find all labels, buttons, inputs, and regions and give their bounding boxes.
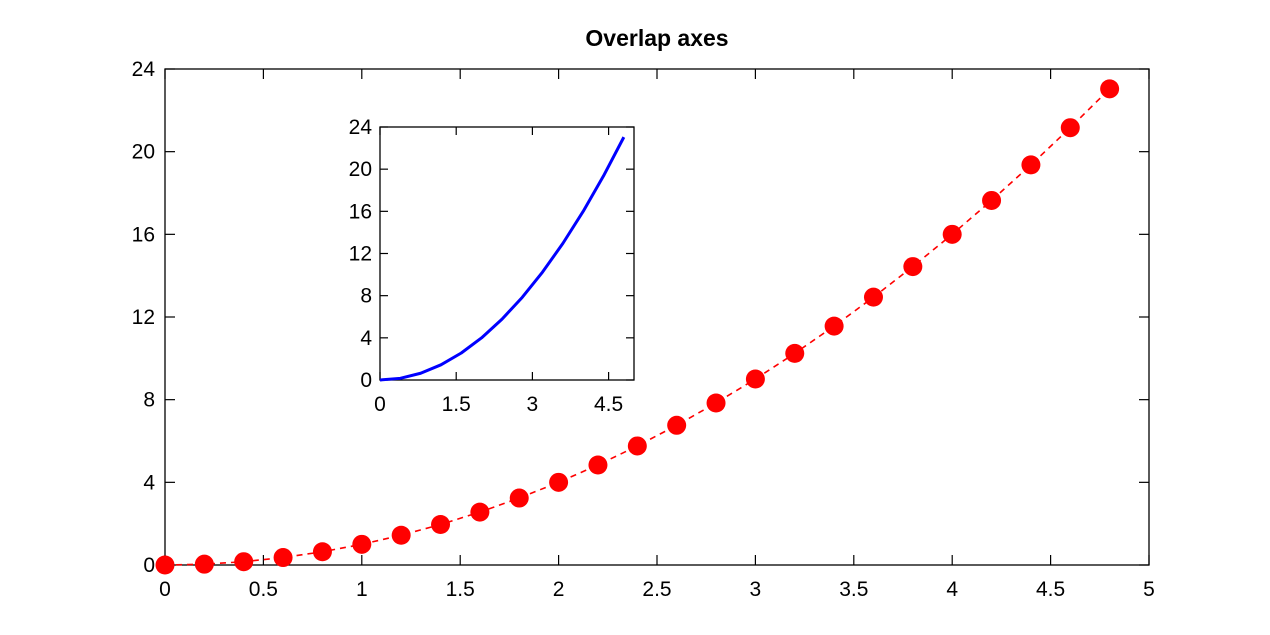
data-point	[1100, 79, 1120, 99]
x-tick-label: 1.5	[446, 578, 475, 601]
x-tick-label: 0.5	[249, 578, 278, 601]
data-point	[627, 436, 647, 456]
data-point	[863, 287, 883, 307]
x-tick-label: 3	[527, 393, 539, 416]
data-point	[273, 548, 293, 568]
data-point	[706, 393, 726, 413]
data-point	[549, 472, 569, 492]
inset-axes: 0 1.5 3 4.5 0 4 8 12 16 20 24	[349, 116, 635, 416]
y-tick-label: 20	[132, 141, 155, 164]
data-point	[903, 257, 923, 277]
data-point	[431, 514, 451, 534]
x-tick-label: 4.5	[594, 393, 623, 416]
x-tick-label: 3.5	[839, 578, 868, 601]
y-tick-label: 4	[360, 327, 372, 350]
y-tick-label: 20	[349, 158, 372, 181]
data-point	[745, 369, 765, 389]
data-point	[588, 455, 608, 475]
y-tick-label: 0	[143, 554, 155, 577]
data-point	[667, 415, 687, 435]
data-point	[352, 534, 372, 554]
y-tick-label: 24	[349, 116, 373, 139]
main-axes: 0 0.5 1 1.5 2 2.5 3 3.5 4 4.5 5 0 4 8 12 16 20 24	[132, 58, 1155, 601]
chart-title: Overlap axes	[585, 25, 728, 51]
data-point	[234, 552, 254, 572]
series-line	[164, 88, 1111, 566]
data-point	[470, 502, 490, 522]
x-tick-label: 2	[553, 578, 565, 601]
y-tick-label: 24	[132, 58, 156, 81]
data-point	[982, 190, 1002, 210]
y-tick-label: 0	[360, 369, 372, 392]
data-point	[155, 555, 175, 575]
x-tick-label: 5	[1143, 578, 1155, 601]
y-tick-label: 16	[349, 200, 372, 223]
data-point	[1060, 118, 1080, 138]
series-line	[379, 136, 626, 382]
data-point	[312, 542, 332, 562]
inset-background	[380, 127, 634, 380]
x-tick-label: 1	[356, 578, 368, 601]
data-point	[942, 224, 962, 244]
axes-frame	[164, 68, 1150, 566]
x-tick-label: 4	[946, 578, 958, 601]
x-tick-label: 4.5	[1036, 578, 1065, 601]
y-tick-label: 12	[132, 306, 155, 329]
y-tick-label: 8	[360, 285, 372, 308]
data-point	[785, 343, 805, 363]
y-tick-label: 16	[132, 223, 155, 246]
data-point	[194, 554, 214, 574]
x-tick-label: 0	[374, 393, 386, 416]
data-point	[1021, 155, 1041, 175]
data-point	[509, 488, 529, 508]
y-tick-label: 8	[143, 389, 155, 412]
data-point	[824, 316, 844, 336]
x-tick-label: 1.5	[442, 393, 471, 416]
x-tick-label: 0	[159, 578, 171, 601]
y-tick-label: 4	[143, 471, 155, 494]
x-tick-label: 3	[750, 578, 762, 601]
x-tick-label: 2.5	[642, 578, 671, 601]
data-point	[391, 525, 411, 545]
y-tick-label: 12	[349, 243, 372, 266]
